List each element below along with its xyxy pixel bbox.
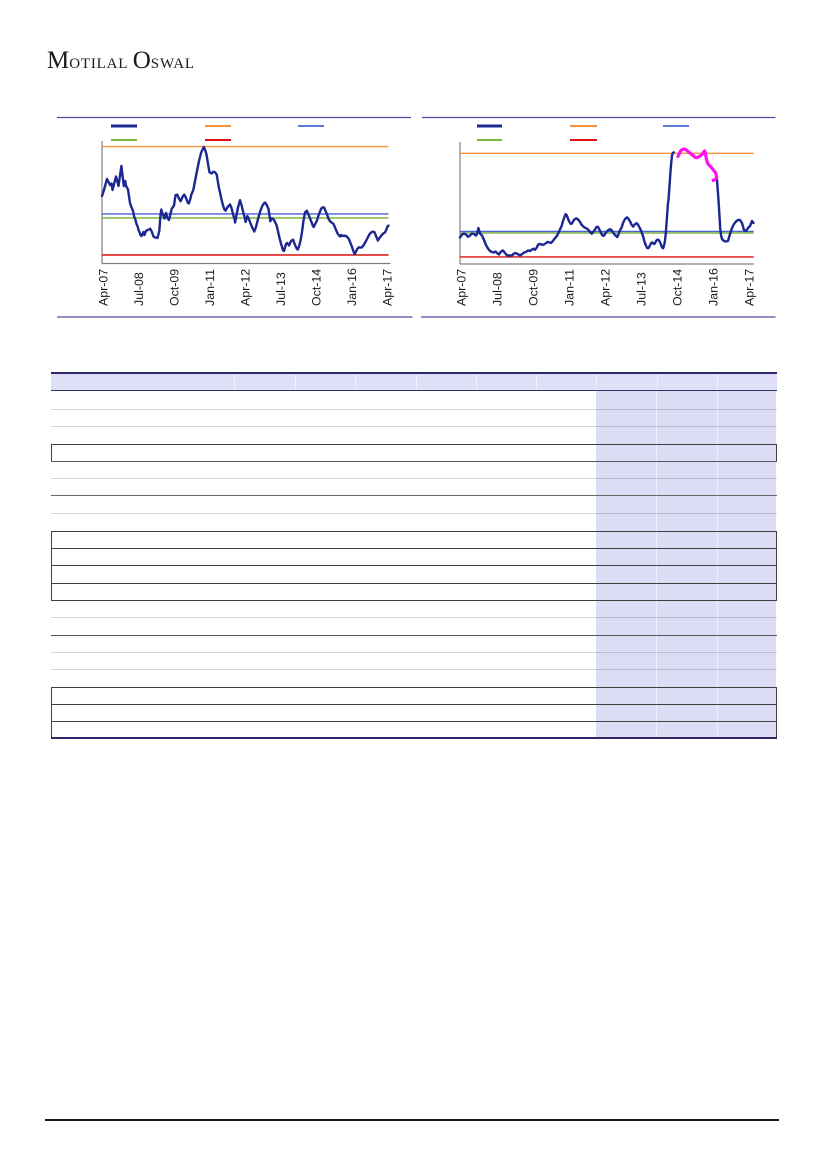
svg-text:Oct-14: Oct-14 — [310, 269, 324, 306]
svg-text:Jul-08: Jul-08 — [132, 272, 146, 306]
svg-text:Oct-09: Oct-09 — [168, 269, 182, 306]
svg-text:Apr-07: Apr-07 — [454, 269, 468, 306]
svg-text:Jul-13: Jul-13 — [274, 272, 288, 306]
svg-text:Apr-17: Apr-17 — [743, 269, 757, 306]
svg-text:Jul-08: Jul-08 — [490, 272, 504, 306]
svg-text:Apr-12: Apr-12 — [239, 269, 253, 306]
svg-text:Apr-17: Apr-17 — [381, 269, 395, 306]
svg-text:Apr-12: Apr-12 — [599, 269, 613, 306]
svg-text:Oct-09: Oct-09 — [527, 269, 541, 306]
svg-text:Jan-16: Jan-16 — [345, 268, 359, 306]
svg-text:Jan-16: Jan-16 — [707, 268, 721, 306]
svg-text:Apr-07: Apr-07 — [97, 269, 111, 306]
svg-text:Jul-13: Jul-13 — [635, 272, 649, 306]
svg-text:Jan-11: Jan-11 — [563, 269, 577, 306]
svg-text:Jan-11: Jan-11 — [203, 269, 217, 306]
svg-text:Oct-14: Oct-14 — [671, 269, 685, 306]
